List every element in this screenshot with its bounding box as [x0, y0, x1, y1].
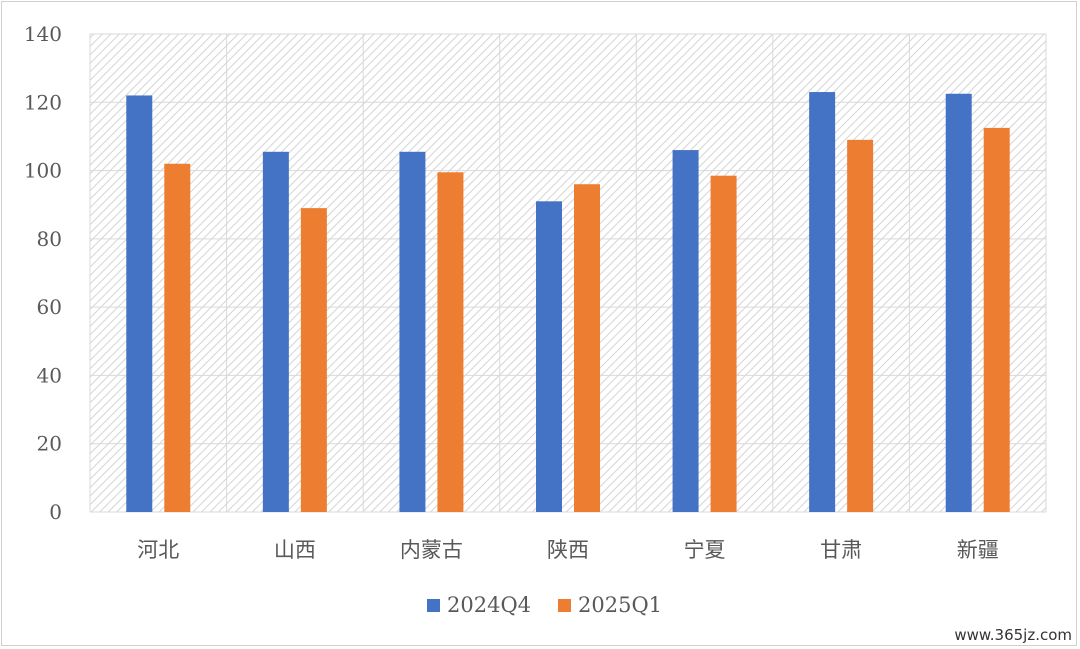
x-category-label: 陕西	[547, 538, 589, 562]
watermark-text: www.365jz.com	[954, 626, 1072, 644]
legend-label: 2025Q1	[578, 593, 662, 617]
bar-2024Q4-甘肃	[809, 92, 836, 513]
bar-2025Q1-内蒙古	[437, 172, 464, 512]
bar-2025Q1-陕西	[574, 184, 600, 512]
legend-swatch-2025Q1	[558, 599, 571, 612]
y-tick-label: 40	[37, 363, 62, 387]
x-category-label: 甘肃	[820, 538, 862, 562]
x-category-label: 河北	[137, 538, 179, 562]
bar-2024Q4-宁夏	[672, 150, 699, 513]
y-tick-label: 140	[24, 22, 62, 46]
y-tick-label: 20	[37, 432, 62, 456]
bar-2025Q1-山西	[300, 208, 327, 512]
bar-2024Q4-内蒙古	[399, 151, 426, 513]
legend-swatch-2024Q4	[427, 599, 440, 612]
bar-2025Q1-甘肃	[847, 139, 874, 513]
bar-2025Q1-新疆	[983, 127, 1010, 513]
bar-2025Q1-宁夏	[710, 175, 737, 512]
y-tick-label: 100	[24, 159, 62, 183]
bar-2024Q4-山西	[262, 151, 289, 513]
bar-2024Q4-河北	[126, 95, 153, 512]
bars	[126, 92, 1010, 513]
y-tick-label: 120	[24, 90, 62, 114]
y-tick-label: 80	[37, 227, 62, 251]
x-axis-labels: 河北 山西 内蒙古 陕西 宁夏 甘肃 新疆	[137, 538, 998, 562]
y-axis-ticks: 0 20 40 60 80 100 120 140	[24, 22, 62, 524]
bar-2024Q4-陕西	[536, 201, 562, 513]
bar-2024Q4-新疆	[945, 93, 972, 512]
y-tick-label: 60	[37, 295, 62, 319]
x-category-label: 内蒙古	[400, 538, 463, 562]
plot-area	[89, 33, 1047, 513]
legend: 2024Q4 2025Q1	[427, 593, 662, 617]
legend-label: 2024Q4	[447, 593, 531, 617]
y-tick-label: 0	[49, 500, 62, 524]
x-category-label: 山西	[274, 538, 316, 562]
gridlines	[89, 33, 1047, 513]
x-category-label: 宁夏	[684, 538, 726, 562]
bar-2025Q1-河北	[164, 163, 191, 512]
x-category-label: 新疆	[957, 538, 999, 562]
